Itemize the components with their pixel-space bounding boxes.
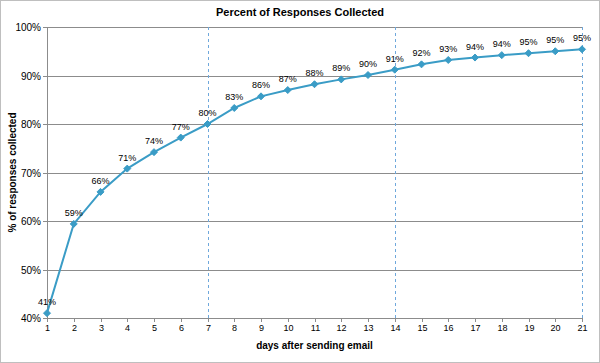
y-tick (43, 124, 47, 125)
marker (311, 81, 318, 88)
marker (579, 46, 586, 53)
reference-line (208, 27, 209, 318)
x-tick-label: 20 (550, 323, 560, 333)
marker (525, 50, 532, 57)
x-tick-label: 13 (363, 323, 373, 333)
x-tick-label: 17 (470, 323, 480, 333)
x-tick-label: 7 (206, 323, 211, 333)
x-tick-label: 14 (390, 323, 400, 333)
marker (70, 220, 77, 227)
y-tick (43, 270, 47, 271)
x-tick-label: 1 (45, 323, 50, 333)
y-tick (43, 318, 47, 319)
x-tick-label: 19 (524, 323, 534, 333)
marker (338, 76, 345, 83)
plot-area (44, 46, 586, 317)
data-label: 95% (546, 35, 564, 45)
data-label: 90% (359, 59, 377, 69)
data-label: 74% (145, 136, 163, 146)
marker (472, 54, 479, 61)
marker (124, 165, 131, 172)
marker (151, 149, 158, 156)
x-tick-label: 18 (497, 323, 507, 333)
data-label: 94% (466, 42, 484, 52)
x-tick-label: 15 (417, 323, 427, 333)
x-tick-label: 3 (99, 323, 104, 333)
data-label: 86% (252, 80, 270, 90)
x-tick-label: 12 (336, 323, 346, 333)
x-tick-label: 16 (443, 323, 453, 333)
y-tick-label: 40% (21, 313, 41, 324)
y-tick (43, 76, 47, 77)
marker (445, 56, 452, 63)
data-label: 89% (332, 63, 350, 73)
marker (418, 61, 425, 68)
marker (284, 87, 291, 94)
grid-line (47, 124, 582, 125)
marker (498, 52, 505, 59)
x-tick-label: 4 (125, 323, 130, 333)
marker (44, 310, 51, 317)
reference-line (582, 27, 583, 318)
grid-line (47, 173, 582, 174)
marker (391, 66, 398, 73)
x-axis-title: days after sending email (256, 340, 373, 351)
data-label: 92% (412, 48, 430, 58)
marker (258, 93, 265, 100)
grid-line (47, 318, 582, 319)
y-tick (43, 27, 47, 28)
x-tick-label: 11 (311, 323, 320, 333)
x-tick-label: 6 (179, 323, 184, 333)
y-tick-label: 90% (21, 71, 41, 82)
data-label: 94% (493, 39, 511, 49)
grid-line (47, 27, 582, 28)
data-label: 77% (172, 122, 190, 132)
marker (97, 188, 104, 195)
y-tick-label: 80% (21, 119, 41, 130)
marker (204, 121, 211, 128)
x-tick-label: 9 (259, 323, 264, 333)
data-label: 83% (225, 92, 243, 102)
x-tick-label: 8 (232, 323, 237, 333)
data-label: 87% (279, 74, 297, 84)
marker (231, 104, 238, 111)
y-axis (47, 27, 48, 318)
x-tick-label: 10 (283, 323, 293, 333)
y-tick-label: 50% (21, 265, 41, 276)
data-label: 88% (305, 68, 323, 78)
y-tick-label: 70% (21, 168, 41, 179)
x-tick-label: 21 (577, 323, 587, 333)
y-axis-title: % of responses collected (7, 112, 18, 232)
data-label: 41% (38, 297, 56, 307)
data-label: 93% (439, 44, 457, 54)
data-label: 71% (118, 153, 136, 163)
y-tick-label: 100% (15, 22, 41, 33)
marker (365, 72, 372, 79)
y-tick (43, 173, 47, 174)
marker (552, 48, 559, 55)
grid-line (47, 221, 582, 222)
x-axis (47, 318, 582, 319)
data-label: 59% (65, 208, 83, 218)
x-tick-label: 2 (72, 323, 77, 333)
y-tick (43, 221, 47, 222)
chart: 40%50%60%70%80%90%100%123456789101112131… (0, 0, 600, 363)
title: Percent of Responses Collected (216, 6, 384, 18)
data-label: 95% (573, 33, 591, 43)
data-label: 80% (198, 108, 216, 118)
y-tick-label: 60% (21, 216, 41, 227)
data-label: 66% (91, 176, 109, 186)
chart-border (1, 1, 600, 363)
x-tick (582, 318, 583, 322)
x-tick-label: 5 (152, 323, 157, 333)
data-label: 95% (519, 37, 537, 47)
data-label: 91% (386, 54, 404, 64)
grid-line (47, 270, 582, 271)
series-line (47, 49, 582, 313)
marker (177, 134, 184, 141)
